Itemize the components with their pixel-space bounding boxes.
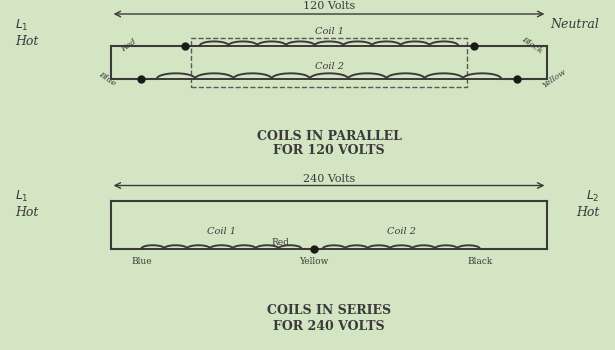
Text: Red: Red [271, 238, 289, 247]
Text: Coil 1: Coil 1 [207, 227, 236, 236]
Text: Coil 2: Coil 2 [314, 62, 344, 71]
Text: Hot: Hot [15, 35, 39, 48]
Text: COILS IN PARALLEL
FOR 120 VOLTS: COILS IN PARALLEL FOR 120 VOLTS [256, 130, 402, 158]
Text: $L_1$: $L_1$ [15, 189, 29, 204]
Text: $L_1$: $L_1$ [15, 18, 29, 33]
Text: Coil 1: Coil 1 [314, 27, 344, 36]
Text: Blue: Blue [97, 70, 117, 88]
Text: Neutral: Neutral [551, 18, 600, 30]
Text: Yellow: Yellow [541, 68, 568, 90]
Text: Red: Red [120, 37, 138, 54]
Text: Blue: Blue [131, 257, 152, 266]
Text: COILS IN SERIES
FOR 240 VOLTS: COILS IN SERIES FOR 240 VOLTS [267, 304, 391, 332]
Text: Coil 2: Coil 2 [387, 227, 416, 236]
Text: $L_2$: $L_2$ [586, 189, 600, 204]
Text: Black: Black [520, 35, 544, 56]
Text: 120 Volts: 120 Volts [303, 1, 355, 11]
Text: Yellow: Yellow [299, 257, 328, 266]
Text: 240 Volts: 240 Volts [303, 174, 355, 184]
Text: Black: Black [467, 257, 493, 266]
Bar [191, 38, 467, 87]
Text: Hot: Hot [15, 206, 39, 219]
Text: Hot: Hot [576, 206, 600, 219]
